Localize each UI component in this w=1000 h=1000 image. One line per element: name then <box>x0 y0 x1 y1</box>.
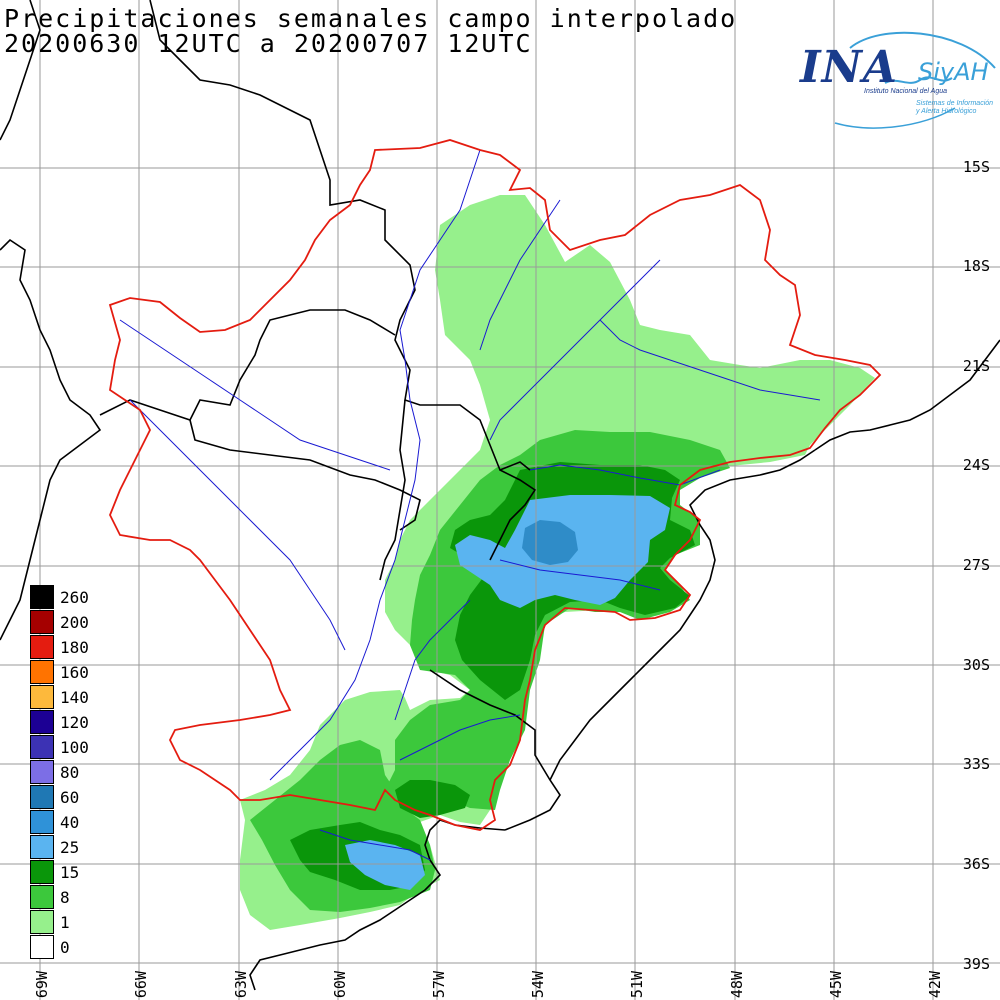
legend-swatch <box>30 710 54 734</box>
legend-label: 25 <box>60 838 80 857</box>
longitude-label: 69W <box>33 970 51 998</box>
legend-swatch <box>30 760 54 784</box>
legend-label: 160 <box>60 663 89 682</box>
legend-label: 1 <box>60 913 70 932</box>
logo-swoosh-icon <box>834 31 996 129</box>
legend-swatch <box>30 935 54 959</box>
legend-swatch <box>30 810 54 834</box>
logo-institute-text: Instituto Nacional del Agua <box>864 88 948 95</box>
legend-label: 120 <box>60 713 89 732</box>
legend-swatch <box>30 860 54 884</box>
latitude-label: 39S <box>962 955 990 973</box>
longitude-label: 57W <box>430 970 448 998</box>
legend-swatch <box>30 735 54 759</box>
legend-label: 200 <box>60 613 89 632</box>
ina-siyah-logo: INA SiyAH Instituto Nacional del Agua Si… <box>790 28 1000 133</box>
longitude-label: 66W <box>132 970 150 998</box>
legend-swatch <box>30 785 54 809</box>
longitude-label: 60W <box>331 970 349 998</box>
legend-label: 80 <box>60 763 80 782</box>
legend-label: 40 <box>60 813 80 832</box>
legend-swatch <box>30 885 54 909</box>
legend-swatch <box>30 910 54 934</box>
legend-swatch <box>30 610 54 634</box>
latitude-label: 36S <box>962 855 990 873</box>
latitude-label: 15S <box>962 158 990 176</box>
legend-swatch <box>30 835 54 859</box>
legend-label: 260 <box>60 588 89 607</box>
latitude-label: 30S <box>962 656 990 674</box>
map-date-range: 20200630 12UTC a 20200707 12UTC <box>4 29 533 58</box>
logo-siyah-text: SiyAH <box>918 58 989 86</box>
longitude-label: 48W <box>728 970 746 998</box>
legend-label: 60 <box>60 788 80 807</box>
legend-swatch <box>30 660 54 684</box>
latitude-label: 27S <box>962 556 990 574</box>
map-title: Precipitaciones semanales campo interpol… <box>4 4 738 33</box>
latitude-label: 21S <box>962 357 990 375</box>
precip-zone-25mm <box>345 495 670 890</box>
longitude-label: 42W <box>926 970 944 998</box>
legend-swatch <box>30 585 54 609</box>
longitude-label: 45W <box>827 970 845 998</box>
logo-ina-text: INA <box>800 42 898 93</box>
longitude-label: 63W <box>232 970 250 998</box>
legend-label: 0 <box>60 938 70 957</box>
legend-label: 140 <box>60 688 89 707</box>
legend-label: 8 <box>60 888 70 907</box>
latitude-label: 24S <box>962 456 990 474</box>
rivers <box>119 149 821 861</box>
legend-label: 15 <box>60 863 80 882</box>
basin-boundary <box>108 139 882 831</box>
precip-field <box>240 195 875 930</box>
legend-label: 100 <box>60 738 89 757</box>
longitude-label: 51W <box>628 970 646 998</box>
logo-subtitle-1: Sistemas de Información <box>916 100 994 107</box>
latitude-label: 33S <box>962 755 990 773</box>
longitude-label: 54W <box>529 970 547 998</box>
legend-label: 180 <box>60 638 89 657</box>
latitude-label: 18S <box>962 257 990 275</box>
legend-swatch <box>30 635 54 659</box>
legend-swatch <box>30 685 54 709</box>
logo-subtitle-2: y Alerta Hidrológico <box>916 108 977 115</box>
